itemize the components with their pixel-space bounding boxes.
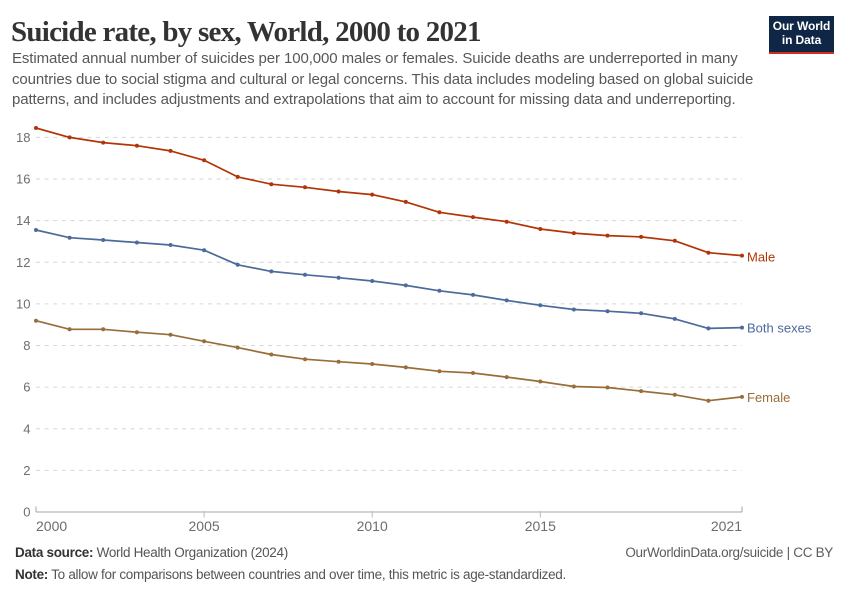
svg-text:Male: Male: [747, 249, 775, 264]
svg-text:2010: 2010: [357, 518, 388, 534]
svg-text:14: 14: [16, 213, 30, 228]
svg-text:4: 4: [23, 421, 30, 436]
svg-text:2015: 2015: [525, 518, 556, 534]
svg-text:2: 2: [23, 463, 30, 478]
svg-text:Both sexes: Both sexes: [747, 320, 812, 335]
svg-text:2005: 2005: [189, 518, 220, 534]
svg-text:18: 18: [16, 130, 30, 145]
svg-text:12: 12: [16, 255, 30, 270]
svg-text:2021: 2021: [711, 518, 742, 534]
svg-text:0: 0: [23, 505, 30, 520]
svg-text:2000: 2000: [36, 518, 67, 534]
svg-text:8: 8: [23, 338, 30, 353]
svg-text:16: 16: [16, 172, 30, 187]
svg-text:6: 6: [23, 380, 30, 395]
svg-text:10: 10: [16, 296, 30, 311]
svg-text:Female: Female: [747, 390, 790, 405]
